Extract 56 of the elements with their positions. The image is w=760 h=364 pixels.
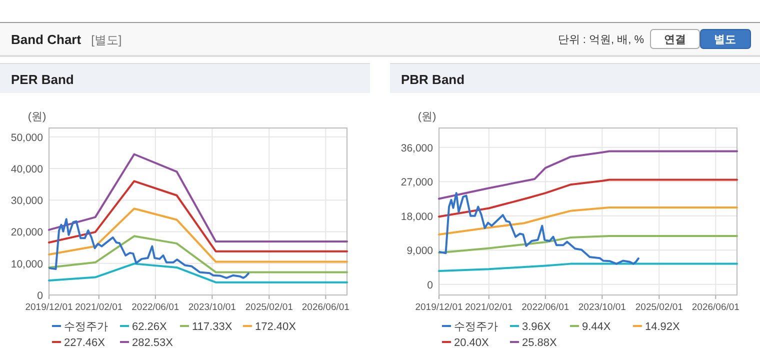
legend-label: 수정주가 — [454, 321, 498, 333]
chart-title: PER Band — [11, 72, 74, 87]
legend-label: 20.40X — [454, 337, 490, 349]
legend-label: 14.92X — [645, 321, 681, 333]
line-series — [438, 206, 738, 236]
x-tick-label: 2022/06/01 — [522, 302, 570, 313]
line-series — [438, 150, 738, 200]
line-series — [48, 180, 348, 252]
chart-title: PBR Band — [401, 72, 465, 87]
line-series — [48, 235, 348, 274]
x-tick-label: 2019/12/01 — [25, 302, 73, 313]
x-tick-label: 2025/02/01 — [635, 302, 683, 313]
line-series — [48, 262, 348, 284]
legend-label: 25.88X — [522, 337, 558, 349]
line-series — [438, 178, 738, 218]
text: [별도] — [91, 33, 122, 47]
line-series — [48, 208, 348, 263]
y-tick-label: 10,000 — [10, 258, 44, 270]
legend-label: 172.40X — [255, 321, 297, 333]
legend-label: 282.53X — [132, 337, 174, 349]
y-tick-label: 36,000 — [400, 142, 434, 154]
line-series — [438, 262, 738, 272]
x-tick-label: 2022/06/01 — [132, 302, 180, 313]
y-tick-label: 20,000 — [10, 226, 44, 239]
y-tick-label: 50,000 — [10, 132, 44, 144]
y-tick-label: 30,000 — [10, 195, 44, 208]
x-tick-label: 2021/02/01 — [75, 302, 123, 313]
y-tick-label: 0 — [37, 290, 44, 302]
x-tick-label: 2026/06/01 — [692, 302, 740, 313]
y-tick-label: 0 — [427, 279, 434, 292]
legend-label: 9.44X — [582, 321, 612, 333]
legend-label: 62.26X — [132, 321, 168, 333]
text: 단위 : 억원, 배, % — [558, 34, 644, 46]
line-series — [438, 235, 738, 254]
legend-label: 수정주가 — [64, 321, 108, 333]
line-series — [48, 153, 348, 243]
x-tick-label: 2023/10/01 — [578, 302, 626, 313]
text: Band Chart — [11, 32, 82, 47]
text: 별도 — [714, 34, 736, 46]
y-axis-title: (원) — [28, 111, 46, 123]
line-series — [48, 218, 250, 279]
y-tick-label: 27,000 — [400, 176, 434, 189]
legend-label: 117.33X — [192, 321, 233, 333]
y-tick-label: 40,000 — [10, 163, 44, 176]
y-axis-title: (원) — [418, 111, 436, 123]
y-tick-label: 9,000 — [406, 245, 434, 258]
line-series — [438, 192, 640, 265]
x-tick-label: 2025/02/01 — [245, 302, 293, 313]
x-tick-label: 2026/06/01 — [302, 302, 350, 313]
legend-label: 227.46X — [64, 337, 106, 349]
y-tick-label: 18,000 — [400, 210, 434, 223]
text: 연결 — [664, 34, 686, 46]
x-tick-label: 2023/10/01 — [188, 302, 236, 313]
legend-label: 3.96X — [522, 321, 552, 333]
x-tick-label: 2021/02/01 — [465, 302, 513, 313]
x-tick-label: 2019/12/01 — [415, 302, 463, 313]
